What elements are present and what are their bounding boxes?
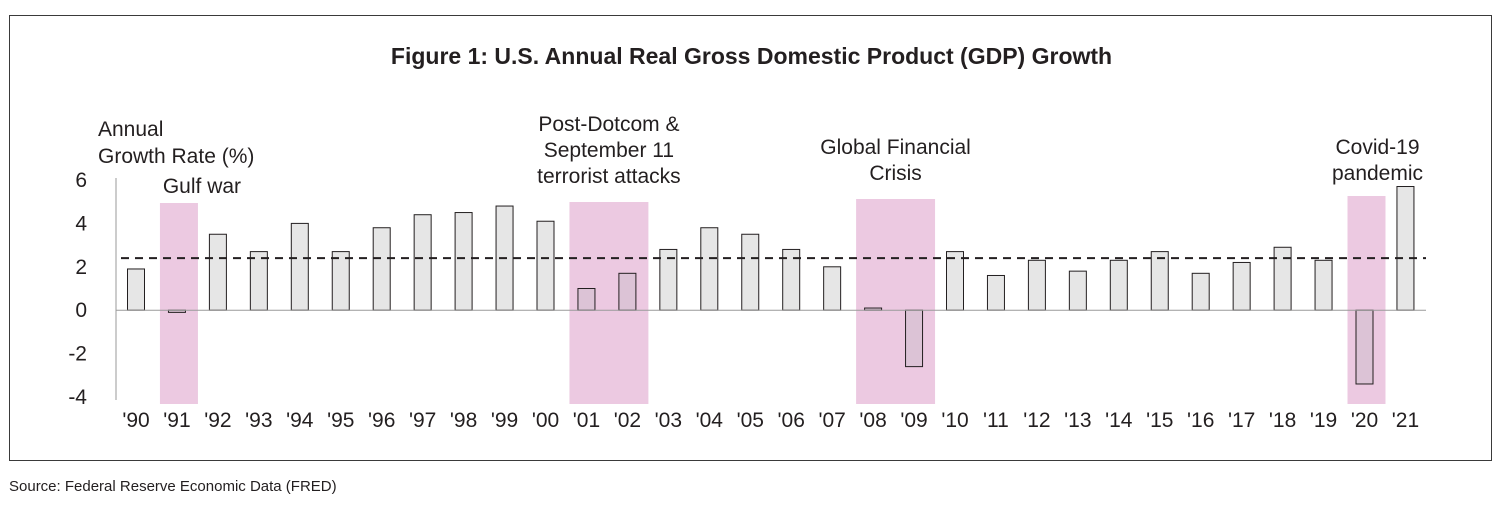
bar xyxy=(413,214,432,311)
x-tick-label: '14 xyxy=(1105,409,1133,432)
chart-title: Figure 1: U.S. Annual Real Gross Domesti… xyxy=(390,43,1113,69)
x-tick-label: '98 xyxy=(450,409,477,432)
x-tick-label: '95 xyxy=(327,409,354,432)
x-tick-label: '93 xyxy=(245,409,272,432)
x-tick-label: '96 xyxy=(368,409,395,432)
x-tick-label: '97 xyxy=(409,409,436,432)
x-tick-label: '21 xyxy=(1392,409,1419,432)
bar xyxy=(372,227,391,311)
bar xyxy=(1068,270,1087,311)
x-tick-label: '12 xyxy=(1023,409,1050,432)
y-tick-label: -4 xyxy=(68,386,87,409)
x-tick-label: '17 xyxy=(1228,409,1255,432)
bar xyxy=(946,251,964,311)
bar xyxy=(986,274,1005,311)
shaded-period-labels: Gulf war Post-Dotcom & September 11 terrori… xyxy=(163,113,1423,198)
bar xyxy=(331,251,350,311)
x-tick-label: '18 xyxy=(1269,409,1296,432)
x-tick-label: '06 xyxy=(778,409,805,432)
bars xyxy=(127,186,1415,385)
y-tick-label: -2 xyxy=(68,343,87,366)
x-tick-label: '19 xyxy=(1310,409,1337,432)
bar xyxy=(454,212,473,311)
shaded-period-label: terrorist attacks xyxy=(537,165,681,188)
x-tick-label: '94 xyxy=(286,409,314,432)
y-axis-label-line1: Annual xyxy=(98,118,163,141)
bar xyxy=(208,233,227,311)
bar xyxy=(249,251,268,311)
bar xyxy=(1191,272,1210,311)
bar xyxy=(1150,251,1169,311)
source-note: Source: Federal Reserve Economic Data (F… xyxy=(9,478,337,495)
x-tick-label: '99 xyxy=(491,409,518,432)
bar xyxy=(1232,261,1251,311)
y-tick-label: 4 xyxy=(75,212,87,235)
shaded-period-label: Post-Dotcom & xyxy=(538,113,679,136)
y-tick-label: 2 xyxy=(75,256,87,279)
bar xyxy=(1109,259,1128,311)
x-tick-label: '92 xyxy=(204,409,231,432)
bar xyxy=(1396,186,1415,311)
bar xyxy=(741,233,760,311)
shaded-period-label: pandemic xyxy=(1332,162,1423,185)
x-tick-label: '04 xyxy=(696,409,724,432)
x-tick-labels: '90 '91 '92 '93 '94 '95 '96 '97 '98 '99 '00 '01 '02 '… xyxy=(122,409,1419,432)
x-tick-label: '16 xyxy=(1187,409,1214,432)
shaded-period-label: Gulf war xyxy=(163,175,241,198)
x-tick-label: '03 xyxy=(655,409,682,432)
bar xyxy=(1027,259,1046,311)
shaded-period-label: Covid-19 xyxy=(1335,136,1419,159)
y-axis-label-line2: Growth Rate (%) xyxy=(98,145,254,168)
shaded-period-label: Global Financial xyxy=(820,136,971,159)
bar xyxy=(905,309,924,368)
bar xyxy=(823,266,842,311)
bar xyxy=(536,220,555,311)
y-tick-label: 6 xyxy=(75,169,87,192)
x-tick-label: '15 xyxy=(1146,409,1173,432)
bar xyxy=(1273,246,1292,311)
x-tick-label: '02 xyxy=(614,409,641,432)
x-tick-label: '05 xyxy=(737,409,764,432)
x-tick-label: '20 xyxy=(1351,409,1378,432)
axes xyxy=(115,178,1426,400)
x-tick-label: '01 xyxy=(573,409,600,432)
bar xyxy=(1314,259,1333,311)
shaded-period-3 xyxy=(856,199,936,404)
y-tick-label: 0 xyxy=(75,299,87,322)
x-tick-label: '91 xyxy=(163,409,190,432)
bar xyxy=(127,268,145,311)
x-tick-label: '07 xyxy=(818,409,845,432)
bar xyxy=(290,222,309,311)
x-tick-label: '00 xyxy=(532,409,559,432)
shaded-period-label: September 11 xyxy=(544,139,674,162)
chart-frame xyxy=(9,15,1492,461)
x-tick-label: '11 xyxy=(983,409,1009,432)
x-tick-label: '10 xyxy=(941,409,968,432)
x-tick-label: '08 xyxy=(859,409,886,432)
bar xyxy=(618,272,637,311)
shaded-period-1 xyxy=(159,203,198,404)
bar xyxy=(1355,309,1374,385)
x-tick-label: '09 xyxy=(900,409,927,432)
x-tick-label: '13 xyxy=(1064,409,1091,432)
bar xyxy=(577,288,596,311)
shaded-period-label: Crisis xyxy=(869,162,922,185)
y-tick-labels: 6 4 2 0 -2 -4 xyxy=(68,169,87,409)
x-tick-label: '90 xyxy=(122,409,149,432)
bar xyxy=(700,227,719,311)
